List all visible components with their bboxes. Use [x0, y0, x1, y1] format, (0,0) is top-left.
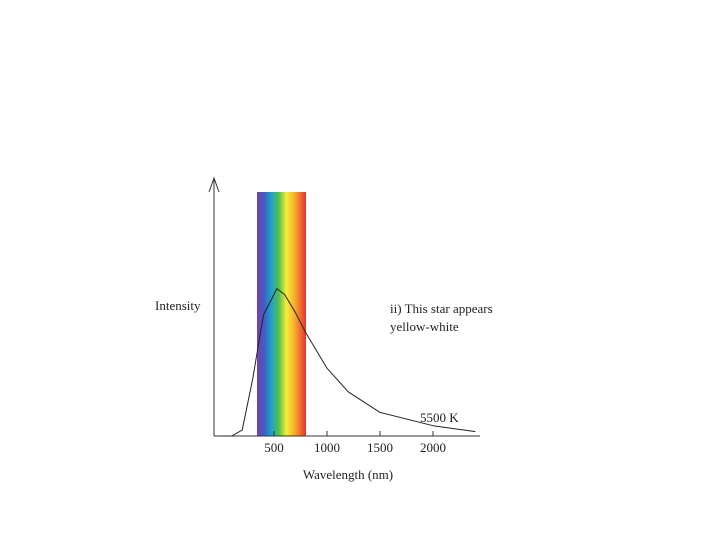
visible-spectrum-band: [257, 192, 306, 436]
curve-label: 5500 K: [420, 410, 459, 425]
y-axis-arrow: [208, 176, 220, 193]
x-tick-label: 1000: [314, 440, 340, 455]
x-tick-label: 1500: [367, 440, 393, 455]
y-axis-label: Intensity: [155, 298, 201, 313]
annotation: ii) This star appears: [390, 301, 493, 316]
annotation: yellow-white: [390, 319, 459, 334]
x-tick-label: 2000: [420, 440, 446, 455]
intensity-curve: [221, 288, 476, 437]
x-axis-label: Wavelength (nm): [303, 467, 393, 482]
x-tick-label: 500: [264, 440, 284, 455]
